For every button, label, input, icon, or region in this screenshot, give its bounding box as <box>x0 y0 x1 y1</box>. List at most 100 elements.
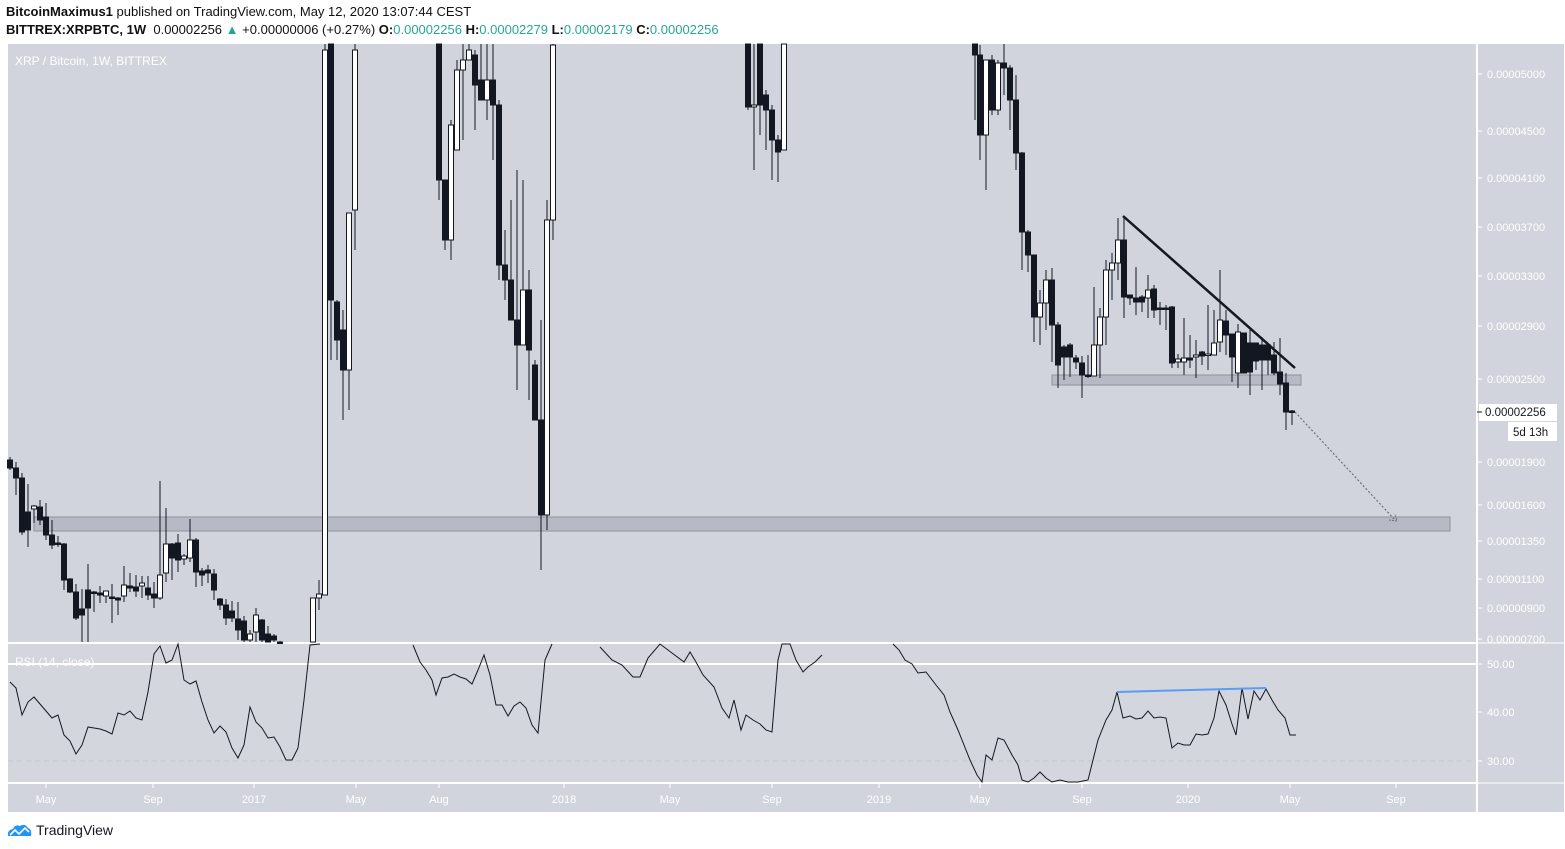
price-axis-label: 50.00 <box>1487 659 1515 671</box>
candle <box>514 170 520 390</box>
time-axis-label: 2020 <box>1176 794 1200 806</box>
projection-arrow[interactable] <box>1294 411 1396 521</box>
candle <box>1013 75 1019 170</box>
candle <box>1001 44 1007 95</box>
candle <box>1289 410 1295 425</box>
descending-trendline[interactable] <box>1122 215 1296 369</box>
time-axis-label: May <box>970 794 991 806</box>
candle <box>1127 294 1133 305</box>
candle <box>502 230 508 300</box>
candle <box>1037 290 1043 345</box>
rsi-line <box>412 643 553 735</box>
candle <box>1175 354 1181 368</box>
candle <box>757 43 763 135</box>
arrowhead-icon <box>1388 513 1398 522</box>
price-axis-label: 0.00003300 <box>1487 271 1545 283</box>
time-axis-label: May <box>660 794 681 806</box>
candle <box>490 44 496 160</box>
candle <box>223 599 229 625</box>
candle <box>7 457 13 470</box>
candle <box>448 120 454 260</box>
candle <box>187 519 193 562</box>
candle <box>538 320 544 570</box>
candle <box>1145 275 1151 318</box>
price-axis-label: 0.00003700 <box>1487 222 1545 234</box>
candle <box>151 582 157 608</box>
rsi-divergence-line[interactable] <box>1116 687 1267 693</box>
candle <box>442 179 448 250</box>
candle <box>1211 310 1217 356</box>
candle <box>265 626 271 643</box>
price-axis-label: 0.00002900 <box>1487 321 1545 333</box>
major-support-zone[interactable] <box>33 516 1451 532</box>
candle <box>550 44 556 240</box>
publish-text: published on TradingView.com, May 12, 20… <box>116 4 472 19</box>
price-axis-label: 0.00001350 <box>1487 536 1545 548</box>
candle <box>1217 270 1223 352</box>
time-axis-label: May <box>346 794 367 806</box>
candle <box>235 602 241 640</box>
time-axis-label: Aug <box>429 794 449 806</box>
candle <box>25 484 31 547</box>
time-axis-label: Sep <box>1386 794 1406 806</box>
candle <box>751 44 757 170</box>
time-axis-label: 2017 <box>242 794 266 806</box>
candle <box>241 616 247 642</box>
candle <box>91 591 97 612</box>
close-label: C: <box>636 22 650 37</box>
price-axis-label: 0.00004100 <box>1487 173 1545 185</box>
time-axis-label: Sep <box>1072 794 1092 806</box>
rsi-line <box>599 643 823 733</box>
candle <box>43 503 49 540</box>
time-axis[interactable] <box>8 784 1476 812</box>
candle <box>1139 295 1145 312</box>
candle <box>472 50 478 130</box>
candle <box>97 586 103 603</box>
author-name[interactable]: BitcoinMaximus1 <box>6 4 113 19</box>
candle <box>352 44 358 250</box>
candle <box>1055 322 1061 388</box>
candle <box>328 43 334 360</box>
candle <box>259 619 265 642</box>
time-axis-label: May <box>1280 794 1301 806</box>
time-axis-label: Sep <box>762 794 782 806</box>
candle <box>1061 345 1067 380</box>
candle <box>1259 337 1265 390</box>
candle <box>1133 267 1139 315</box>
candle <box>133 575 139 597</box>
candle <box>1223 310 1229 355</box>
candle <box>1079 356 1085 398</box>
candle <box>1205 305 1211 370</box>
price-axis-label: 0.00004500 <box>1487 126 1545 138</box>
candle <box>532 360 538 421</box>
candle <box>79 589 85 642</box>
price-axis-label: 0.00001600 <box>1487 500 1545 512</box>
countdown: 5d 13h <box>1513 427 1548 439</box>
high-label: H: <box>465 22 480 37</box>
candle <box>1181 318 1187 375</box>
candle <box>322 44 328 596</box>
high-value: 0.00002279 <box>479 22 548 37</box>
candle <box>745 43 751 110</box>
tradingview-logo[interactable]: TradingView <box>6 822 113 838</box>
candle <box>763 90 769 150</box>
candle <box>277 641 283 644</box>
candle <box>19 473 25 535</box>
candle <box>13 462 19 495</box>
candle <box>1247 330 1253 395</box>
candle <box>972 43 978 120</box>
candle <box>1019 152 1025 270</box>
candle <box>109 584 115 623</box>
candle <box>217 598 223 610</box>
price-axis-label: 0.00000700 <box>1487 634 1545 646</box>
last-price-tag: 0.00002256 5d 13h <box>1477 404 1557 441</box>
candle <box>229 601 235 622</box>
candle <box>346 212 352 410</box>
triangle-support-zone[interactable] <box>1051 374 1302 386</box>
candle <box>983 59 989 190</box>
candle <box>1121 217 1127 318</box>
candle <box>73 584 79 620</box>
brand-name: TradingView <box>36 822 114 838</box>
candle <box>769 105 775 180</box>
